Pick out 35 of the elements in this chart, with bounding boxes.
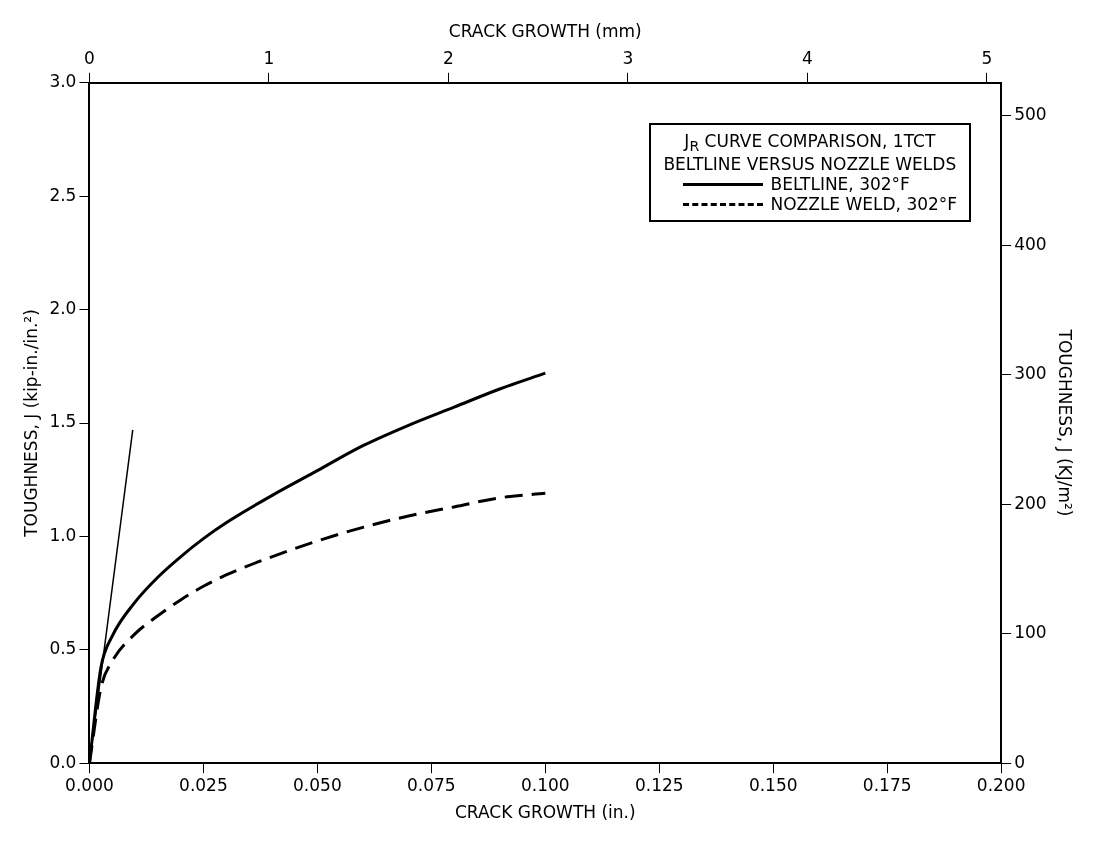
x-tick-label: 0.000 <box>65 774 114 795</box>
y-tick-label: 1.5 <box>49 411 77 432</box>
x2-tick-label: 3 <box>622 48 634 69</box>
x-tick-label: 0.025 <box>179 774 228 795</box>
y2-tick-label: 300 <box>1014 363 1047 384</box>
x-tick-label: 0.175 <box>862 774 912 795</box>
x2-tick-label: 4 <box>801 48 813 69</box>
x-tick-label: 0.100 <box>520 774 570 795</box>
x2-tick-label: 2 <box>442 48 454 69</box>
y2-tick-label: 400 <box>1014 233 1047 254</box>
x-tick-label: 0.150 <box>748 774 798 795</box>
x-tick-label: 0.075 <box>406 774 456 795</box>
x-tick-label: 0.125 <box>634 774 684 795</box>
x2-axis-title: CRACK GROWTH (mm) <box>448 20 642 41</box>
y2-tick-label: 0 <box>1014 751 1025 772</box>
y-tick-label: 0.5 <box>49 638 77 659</box>
y2-axis-title: TOUGHNESS, J (KJ/m²) <box>1055 328 1076 517</box>
legend-label: NOZZLE WELD, 302°F <box>770 194 958 215</box>
legend-title: J$_{R}$ CURVE COMPARISON, 1TCT BELTLINE VERSUS NOZZLE WELDS <box>662 130 958 175</box>
legend-label: BELTLINE, 302°F <box>770 174 910 195</box>
x2-tick-label: 5 <box>981 48 993 69</box>
x-axis-title: CRACK GROWTH (in.) <box>454 802 636 823</box>
y2-tick-label: 200 <box>1014 492 1047 513</box>
y-axis-title: TOUGHNESS, J (kip-in./in.²) <box>20 309 41 538</box>
y2-tick-label: 100 <box>1014 622 1047 643</box>
x-tick-label: 0.050 <box>293 774 342 795</box>
y-tick-label: 2.5 <box>49 184 77 205</box>
x2-tick-label: 1 <box>263 48 275 69</box>
y-tick-label: 0.0 <box>49 751 77 772</box>
y-tick-label: 3.0 <box>49 71 77 92</box>
y-tick-label: 1.0 <box>49 524 77 545</box>
x2-tick-label: 0 <box>84 48 95 69</box>
y-tick-label: 2.0 <box>49 298 77 319</box>
y2-tick-label: 500 <box>1014 103 1047 124</box>
x-tick-label: 0.200 <box>976 774 1026 795</box>
